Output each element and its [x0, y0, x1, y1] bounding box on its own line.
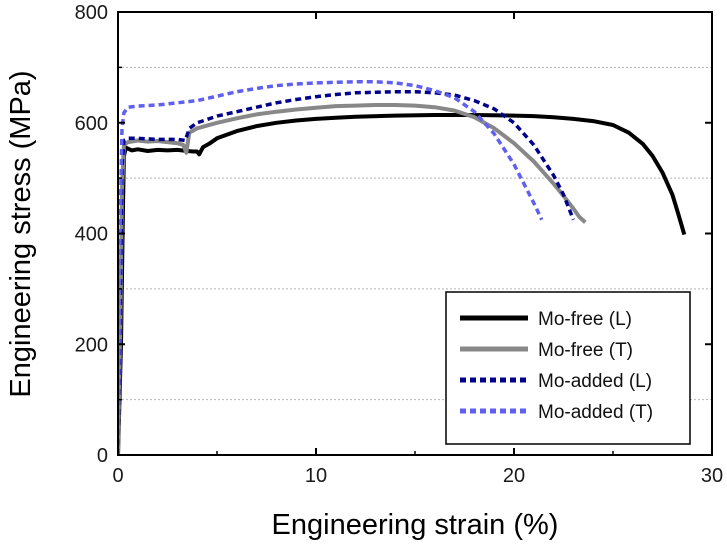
y-tick-label: 600 [75, 113, 108, 135]
series-line-mo-free-t [118, 103, 587, 455]
legend-label: Mo-added (T) [538, 402, 653, 423]
x-tick-label: 10 [305, 465, 327, 487]
y-axis-title: Engineering stress (MPa) [5, 70, 37, 397]
y-tick-label: 0 [97, 445, 108, 467]
x-tick-label: 20 [503, 465, 525, 487]
x-tick-label: 0 [112, 465, 123, 487]
legend-label: Mo-added (L) [538, 371, 652, 392]
axis-ticks: 0 200 400 600 800 0 10 20 30 [75, 2, 724, 487]
y-tick-label: 400 [75, 224, 108, 246]
legend: Mo-free (L) Mo-free (T) Mo-added (L) Mo-add… [445, 291, 691, 445]
x-tick-label: 30 [701, 465, 723, 487]
y-tick-label: 800 [75, 2, 108, 24]
x-axis-title: Engineering strain (%) [272, 509, 559, 541]
series-line-mo-added-l [118, 89, 576, 455]
series-line-mo-free-l [118, 113, 687, 455]
y-tick-label: 200 [75, 334, 108, 356]
grid-lines [118, 66, 712, 401]
legend-label: Mo-free (L) [538, 309, 632, 330]
legend-label: Mo-free (T) [538, 340, 633, 361]
series-line-mo-added-t [118, 80, 544, 455]
series-layer [118, 80, 687, 455]
